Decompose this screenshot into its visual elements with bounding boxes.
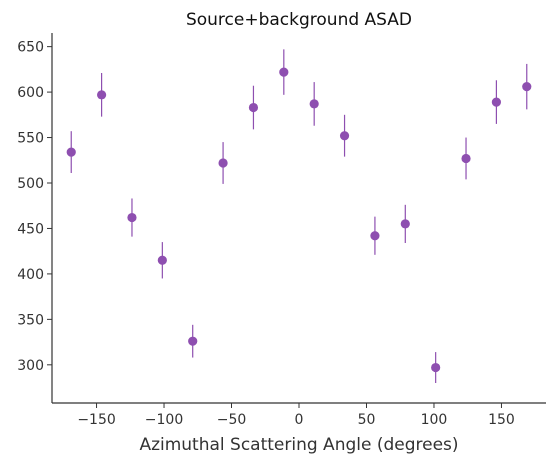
data-point: [522, 82, 532, 92]
data-point: [370, 231, 380, 241]
x-tick-label: −150: [77, 412, 115, 428]
y-axis-ticks: 300 350 400 450 500 550 600 650: [17, 40, 52, 374]
y-tick-label: 500: [17, 176, 44, 192]
y-tick-label: 650: [17, 40, 44, 56]
x-tick-label: 100: [421, 412, 448, 428]
y-tick-label: 400: [17, 267, 44, 283]
data-point: [400, 219, 410, 229]
data-point: [127, 212, 137, 223]
x-tick-label: −100: [145, 412, 183, 428]
x-tick-label: 50: [358, 412, 376, 428]
x-tick-label: 150: [488, 412, 515, 428]
data-point: [157, 255, 167, 265]
data-point: [66, 147, 76, 157]
x-tick-label: −50: [217, 412, 247, 428]
data-point: [461, 153, 471, 164]
y-tick-label: 350: [17, 312, 44, 328]
data-point: [339, 131, 350, 141]
y-tick-label: 450: [17, 221, 44, 237]
data-point: [431, 362, 441, 373]
data-point: [97, 90, 107, 100]
data-point: [218, 158, 228, 168]
data-point: [279, 67, 289, 77]
data-point: [248, 102, 259, 113]
data-point: [309, 99, 319, 109]
data-point: [188, 336, 198, 346]
plot-area: [66, 49, 532, 383]
chart-title: Source+background ASAD: [186, 10, 412, 30]
data-point: [491, 97, 501, 107]
x-axis-ticks: −150 −100 −50 0 50 100 150: [77, 403, 515, 428]
x-axis-label: Azimuthal Scattering Angle (degrees): [139, 435, 458, 455]
x-tick-label: 0: [295, 412, 304, 428]
y-tick-label: 600: [17, 85, 44, 101]
y-tick-label: 550: [17, 131, 44, 147]
y-tick-label: 300: [17, 358, 44, 374]
